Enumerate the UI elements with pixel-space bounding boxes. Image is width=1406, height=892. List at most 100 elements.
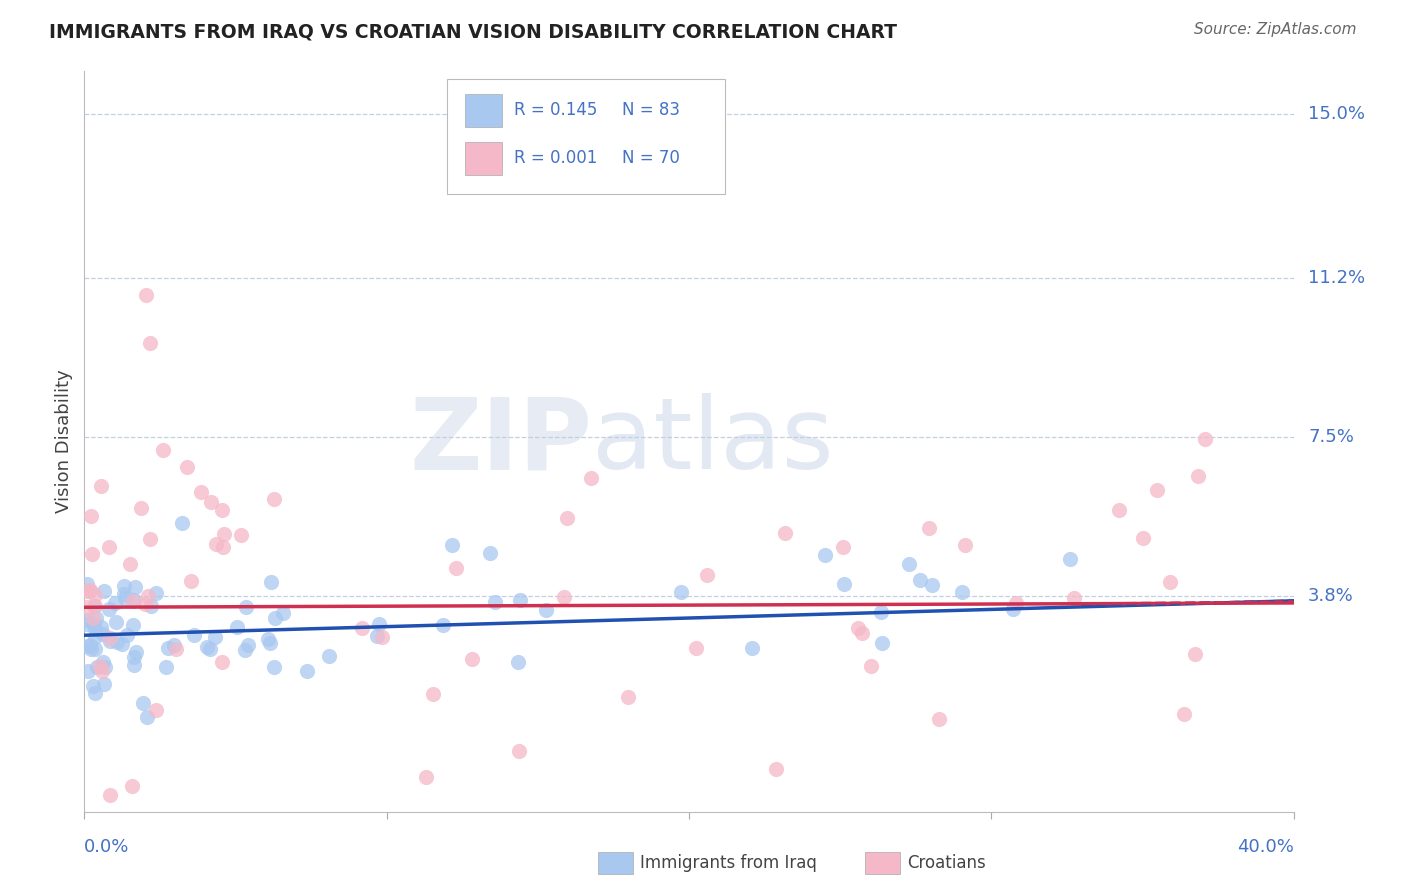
Point (180, 574, 202, 588)
Point (685, 641, 707, 656)
Point (83, 617, 105, 632)
Point (170, 516, 193, 531)
Point (157, 640, 180, 655)
Point (484, 595, 506, 609)
Point (229, 527, 252, 541)
Point (183, 628, 205, 642)
Point (1184, 647, 1206, 661)
Point (534, 603, 557, 617)
Point (765, 762, 787, 776)
Point (617, 690, 640, 704)
Point (851, 626, 873, 640)
Point (93, 583, 115, 598)
Text: ZIP: ZIP (409, 393, 592, 490)
Point (79, 638, 101, 652)
Point (1059, 552, 1081, 566)
Point (76, 584, 98, 599)
Point (579, 471, 602, 485)
Point (204, 630, 226, 644)
Point (84, 599, 107, 613)
Point (122, 593, 145, 607)
Point (1159, 574, 1181, 589)
Point (82, 680, 104, 694)
Point (370, 630, 392, 644)
Point (104, 596, 127, 610)
Point (834, 576, 856, 591)
Point (831, 541, 853, 555)
Point (82, 611, 104, 625)
Point (136, 589, 159, 603)
Point (953, 538, 976, 552)
Point (165, 641, 187, 656)
Text: IMMIGRANTS FROM IRAQ VS CROATIAN VISION DISABILITY CORRELATION CHART: IMMIGRANTS FROM IRAQ VS CROATIAN VISION … (49, 22, 897, 41)
Point (555, 511, 578, 525)
Point (125, 645, 148, 659)
Point (91, 655, 114, 669)
Point (917, 521, 939, 535)
Point (90, 479, 112, 493)
Point (121, 779, 143, 793)
Point (84, 630, 107, 644)
Point (83, 599, 105, 614)
Point (93, 676, 115, 690)
Point (928, 712, 950, 726)
Point (145, 585, 167, 599)
Point (195, 640, 218, 654)
Point (112, 587, 135, 601)
Point (104, 615, 127, 630)
Point (908, 573, 931, 587)
Point (259, 635, 281, 649)
Point (921, 577, 943, 591)
Point (263, 659, 285, 673)
Text: 40.0%: 40.0% (1237, 838, 1294, 855)
Point (76, 613, 98, 627)
Text: R = 0.001: R = 0.001 (513, 149, 598, 167)
Point (124, 593, 146, 607)
Point (112, 579, 135, 593)
Point (91, 664, 114, 678)
Point (98, 632, 121, 646)
Point (93, 660, 115, 674)
Point (79, 582, 101, 597)
Point (76, 617, 98, 632)
Point (129, 501, 152, 516)
Point (152, 443, 174, 458)
Point (135, 288, 157, 302)
Point (198, 641, 221, 656)
Text: Immigrants from Iraq: Immigrants from Iraq (640, 855, 817, 872)
Point (212, 527, 235, 541)
Point (1194, 432, 1216, 446)
Point (1005, 596, 1028, 610)
Point (1187, 469, 1209, 483)
Point (264, 611, 287, 625)
Point (84, 641, 107, 656)
Point (235, 600, 257, 615)
Point (211, 540, 233, 554)
Point (76, 664, 98, 678)
Point (897, 557, 920, 571)
Point (1132, 532, 1154, 546)
Point (422, 687, 444, 701)
Point (122, 657, 145, 672)
Point (134, 597, 156, 611)
Point (89, 659, 111, 673)
Point (91, 627, 114, 641)
Text: 11.2%: 11.2% (1308, 269, 1365, 287)
Point (122, 649, 145, 664)
Point (117, 627, 139, 641)
Point (76, 576, 98, 591)
Point (132, 696, 155, 710)
Point (80, 547, 103, 561)
Point (211, 503, 233, 517)
Point (263, 492, 285, 507)
Point (145, 703, 167, 717)
Text: 3.8%: 3.8% (1308, 588, 1354, 606)
Point (461, 652, 484, 666)
Point (509, 593, 531, 607)
Point (506, 656, 529, 670)
Point (352, 621, 374, 635)
Text: 0.0%: 0.0% (84, 838, 129, 855)
FancyBboxPatch shape (465, 94, 502, 127)
Point (256, 632, 278, 646)
Point (80, 641, 103, 656)
